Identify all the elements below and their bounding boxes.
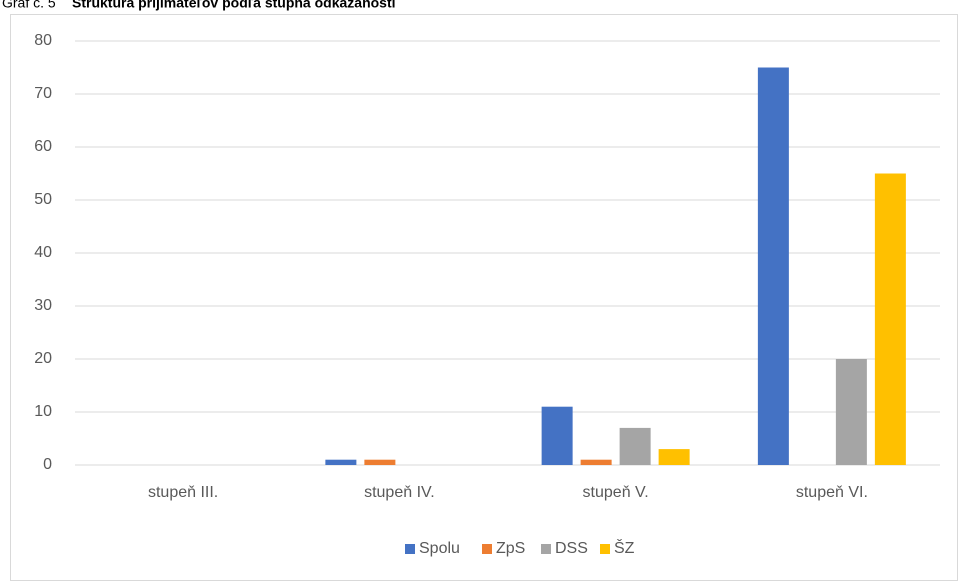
y-tick-label: 60 [34, 138, 52, 155]
caption-number: Graf č. 5 [2, 0, 56, 11]
legend-label: DSS [555, 540, 588, 557]
x-tick-label: stupeň V. [583, 484, 649, 501]
bar [541, 406, 573, 465]
legend-swatch [600, 544, 610, 554]
bar [757, 67, 789, 465]
x-tick-label: stupeň III. [148, 484, 218, 501]
y-tick-label: 0 [43, 456, 52, 473]
y-tick-label: 20 [34, 350, 52, 367]
x-tick-label: stupeň IV. [364, 484, 435, 501]
chart-title: Štruktúra prijímateľov podľa stupňa odká… [72, 0, 396, 11]
legend-label: ŠZ [614, 538, 635, 557]
bar [325, 459, 357, 465]
y-tick-label: 40 [34, 244, 52, 261]
y-tick-label: 70 [34, 85, 52, 102]
legend-label: ZpS [496, 540, 525, 557]
bar [874, 173, 906, 465]
x-tick-label: stupeň VI. [796, 484, 868, 501]
bar [619, 427, 651, 465]
y-tick-label: 80 [34, 32, 52, 49]
bar [658, 449, 690, 465]
bar [580, 459, 612, 465]
legend-swatch [482, 544, 492, 554]
legend-swatch [405, 544, 415, 554]
bar [364, 459, 396, 465]
y-tick-label: 30 [34, 297, 52, 314]
y-tick-label: 50 [34, 191, 52, 208]
chart-frame [10, 14, 958, 581]
bar [835, 359, 867, 465]
legend-swatch [541, 544, 551, 554]
y-tick-label: 10 [34, 403, 52, 420]
legend-label: Spolu [419, 540, 460, 557]
